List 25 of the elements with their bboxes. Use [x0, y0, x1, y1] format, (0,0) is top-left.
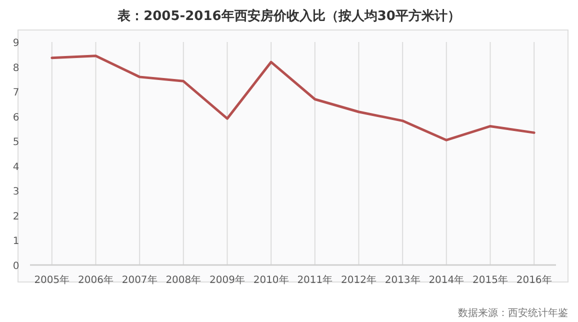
x-tick-label: 2009年: [210, 274, 245, 286]
x-tick-label: 2013年: [384, 274, 420, 286]
y-tick-label: 9: [12, 38, 20, 49]
y-tick-label: 6: [12, 112, 20, 124]
x-tick-label: 2005年: [34, 274, 70, 286]
x-tick-label: 2015年: [472, 274, 508, 286]
x-tick-label: 2010年: [253, 274, 289, 286]
chart-title: 表：2005-2016年西安房价收入比（按人均30平方米计）: [116, 8, 460, 24]
x-tick-label: 2006年: [78, 274, 114, 286]
x-tick-label: 2014年: [428, 274, 464, 286]
y-tick-label: 1: [12, 236, 20, 248]
x-tick-label: 2008年: [166, 274, 202, 286]
source-note: 数据来源：西安统计年鉴: [458, 307, 568, 319]
x-tick-label: 2012年: [341, 274, 376, 286]
x-tick-label: 2016年: [516, 274, 552, 286]
y-tick-label: 3: [12, 186, 20, 198]
line-series: [50, 54, 536, 142]
x-tick-label: 2011年: [297, 274, 333, 286]
y-tick-label: 0: [12, 261, 20, 272]
y-tick-label: 8: [12, 62, 20, 74]
y-tick-label: 7: [12, 88, 20, 99]
x-tick-label: 2007年: [122, 274, 158, 286]
y-tick-label: 2: [12, 211, 20, 222]
y-tick-label: 4: [12, 162, 20, 173]
y-tick-label: 5: [12, 137, 20, 148]
